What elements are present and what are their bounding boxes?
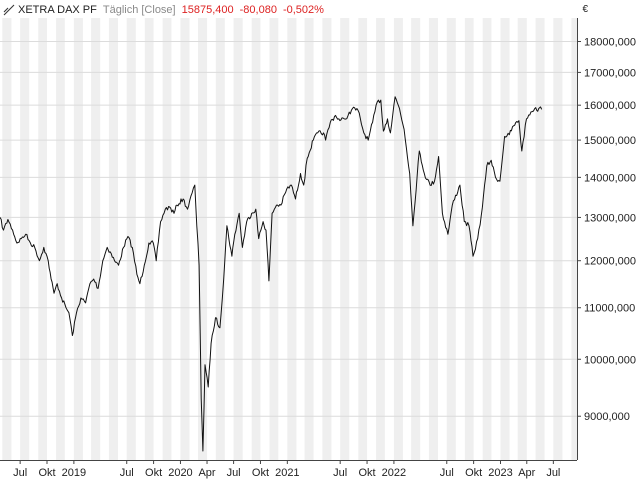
month-band <box>162 18 172 460</box>
month-band <box>304 18 314 460</box>
month-band <box>287 18 297 460</box>
month-band <box>2 18 12 460</box>
month-band <box>446 18 456 460</box>
x-tick-label: 2019 <box>62 467 86 479</box>
month-band <box>376 18 385 460</box>
month-band <box>464 18 474 460</box>
month-band <box>180 18 190 460</box>
x-tick-label: Jul <box>120 467 134 479</box>
x-tick-label: Okt <box>252 467 269 479</box>
x-tick-label: Jul <box>440 467 454 479</box>
y-tick-label: 18000,000 <box>584 37 636 49</box>
month-band <box>340 18 350 460</box>
x-tick-label: Okt <box>145 467 162 479</box>
x-tick-label: Okt <box>465 467 482 479</box>
month-band <box>553 18 563 460</box>
month-band <box>215 18 225 460</box>
month-band <box>269 18 279 460</box>
x-tick-label: 2021 <box>275 467 299 479</box>
x-tick-label: Jul <box>546 467 560 479</box>
absolute-change: -80,080 <box>239 4 277 16</box>
x-tick-label: Okt <box>358 467 375 479</box>
month-band <box>126 18 136 460</box>
percent-change: -0,502% <box>282 4 324 16</box>
x-tick-label: Apr <box>518 467 535 479</box>
month-band <box>20 18 30 460</box>
interval-label: Täglich [Close] <box>102 4 176 16</box>
y-tick-label: 11000,000 <box>584 303 635 315</box>
month-band <box>358 18 368 460</box>
x-tick-label: Jul <box>13 467 27 479</box>
month-band <box>322 18 332 460</box>
month-band <box>571 18 577 460</box>
y-tick-label: 12000,000 <box>584 256 636 268</box>
month-band <box>108 18 118 460</box>
x-tick-label: 2023 <box>488 467 512 479</box>
x-tick-label: Okt <box>38 467 55 479</box>
month-band <box>428 18 439 460</box>
month-band <box>197 18 208 460</box>
y-tick-label: 9000,000 <box>584 411 630 423</box>
price-line <box>0 96 543 452</box>
month-band <box>233 18 243 460</box>
month-band <box>73 18 83 460</box>
last-price: 15875,400 <box>181 4 234 16</box>
month-band <box>91 18 101 460</box>
y-tick-label: 16000,000 <box>584 100 636 112</box>
month-band <box>517 18 527 460</box>
y-tick-label: 13000,000 <box>584 212 636 224</box>
chart-header: XETRA DAX PF Täglich [Close] 15875,400 -… <box>3 3 330 17</box>
y-tick-label: 15000,000 <box>584 135 636 147</box>
month-band <box>38 18 48 460</box>
month-band <box>251 18 261 460</box>
currency-label: € <box>582 4 588 15</box>
y-tick-label: 17000,000 <box>584 67 636 79</box>
month-band <box>482 18 492 460</box>
x-tick-label: 2022 <box>382 467 406 479</box>
line-chart-icon <box>3 4 15 16</box>
x-tick-label: Apr <box>198 467 215 479</box>
x-tick-label: Jul <box>333 467 347 479</box>
x-tick-label: Jul <box>227 467 241 479</box>
month-band <box>411 18 421 460</box>
symbol-label: XETRA DAX PF <box>18 4 97 16</box>
month-band <box>535 18 545 460</box>
month-band <box>144 18 154 460</box>
y-tick-label: 10000,000 <box>584 354 636 366</box>
y-tick-label: 14000,000 <box>584 172 636 184</box>
month-bands <box>2 18 577 460</box>
month-band <box>393 18 403 460</box>
month-band <box>500 18 510 460</box>
month-band <box>56 18 65 460</box>
x-tick-label: 2020 <box>168 467 192 479</box>
